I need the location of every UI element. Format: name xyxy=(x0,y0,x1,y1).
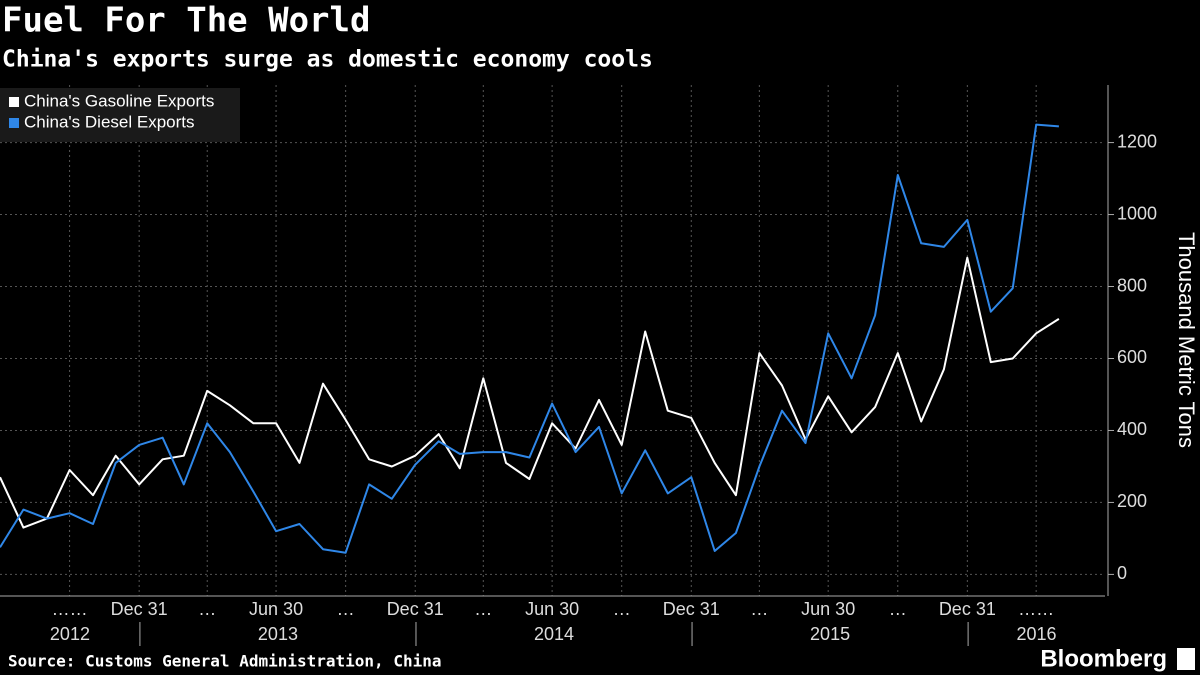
y-tick-label: 200 xyxy=(1117,491,1147,511)
y-tick-label: 0 xyxy=(1117,563,1127,583)
x-tick-label: …… xyxy=(52,599,88,619)
year-label: 2012 xyxy=(50,624,90,644)
x-tick-label: … xyxy=(889,599,907,619)
x-tick-label: … xyxy=(198,599,216,619)
year-label: 2013 xyxy=(258,624,298,644)
x-tick-label: … xyxy=(613,599,631,619)
chart-title: Fuel For The World xyxy=(2,1,370,41)
x-tick-label: … xyxy=(474,599,492,619)
y-tick-label: 600 xyxy=(1117,347,1147,367)
x-tick-label: Jun 30 xyxy=(249,599,303,619)
year-label: 2016 xyxy=(1017,624,1057,644)
legend-label: China's Gasoline Exports xyxy=(24,91,214,110)
chart-subtitle: China's exports surge as domestic econom… xyxy=(2,47,653,73)
y-tick-label: 400 xyxy=(1117,419,1147,439)
x-tick-label: Dec 31 xyxy=(111,599,168,619)
brand: Bloomberg xyxy=(1040,645,1167,672)
source: Source: Customs General Administration, … xyxy=(8,652,441,671)
y-tick-label: 800 xyxy=(1117,275,1147,295)
x-tick-label: …… xyxy=(1018,599,1054,619)
series-line xyxy=(0,256,1060,529)
brand-icon xyxy=(1177,648,1195,670)
x-tick-label: Jun 30 xyxy=(525,599,579,619)
x-tick-label: Dec 31 xyxy=(387,599,444,619)
year-label: 2014 xyxy=(534,624,574,644)
x-tick-label: … xyxy=(337,599,355,619)
legend-swatch xyxy=(9,97,19,107)
y-axis-label: Thousand Metric Tons xyxy=(1174,232,1199,448)
x-tick-label: Dec 31 xyxy=(663,599,720,619)
year-label: 2015 xyxy=(810,624,850,644)
x-tick-label: … xyxy=(750,599,768,619)
legend-swatch xyxy=(9,118,19,128)
y-tick-label: 1200 xyxy=(1117,131,1157,151)
series-line xyxy=(0,123,1059,554)
y-tick-label: 1000 xyxy=(1117,203,1157,223)
legend-box xyxy=(0,88,240,142)
x-tick-label: Dec 31 xyxy=(939,599,996,619)
legend-label: China's Diesel Exports xyxy=(24,112,194,131)
x-tick-label: Jun 30 xyxy=(801,599,855,619)
